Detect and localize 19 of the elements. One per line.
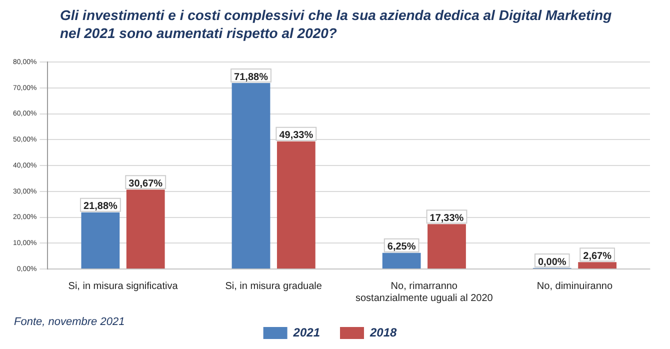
- data-label: 30,67%: [128, 178, 163, 190]
- x-tick-label: No, diminuiranno: [536, 280, 613, 292]
- legend-label: 2021: [292, 325, 320, 340]
- x-tick-label: Si, in misura significativa: [68, 280, 178, 292]
- data-label: 2,67%: [583, 250, 612, 262]
- data-label: 71,88%: [234, 72, 268, 83]
- bar: [428, 224, 466, 268]
- legend-label: 2018: [369, 325, 398, 340]
- source-note: Fonte, novembre 2021: [14, 316, 125, 328]
- data-label: 6,25%: [387, 242, 416, 253]
- x-tick-label: No, rimarranno sostanzialmente uguali al 2020: [355, 280, 494, 304]
- data-label: 17,33%: [430, 212, 464, 224]
- data-label: 0,00%: [538, 256, 566, 268]
- bar: [276, 141, 316, 268]
- data-label: 49,33%: [279, 130, 314, 142]
- chart-title: Gli investimenti e i costi complessivi che la sua azienda dedica al Digital Marketing nel 2021 sono aumentati rispetto al 2020?: [60, 6, 613, 42]
- x-tick-label: Si, in misura graduale: [225, 280, 322, 292]
- data-label: 21,88%: [83, 201, 118, 212]
- bar: [382, 252, 421, 268]
